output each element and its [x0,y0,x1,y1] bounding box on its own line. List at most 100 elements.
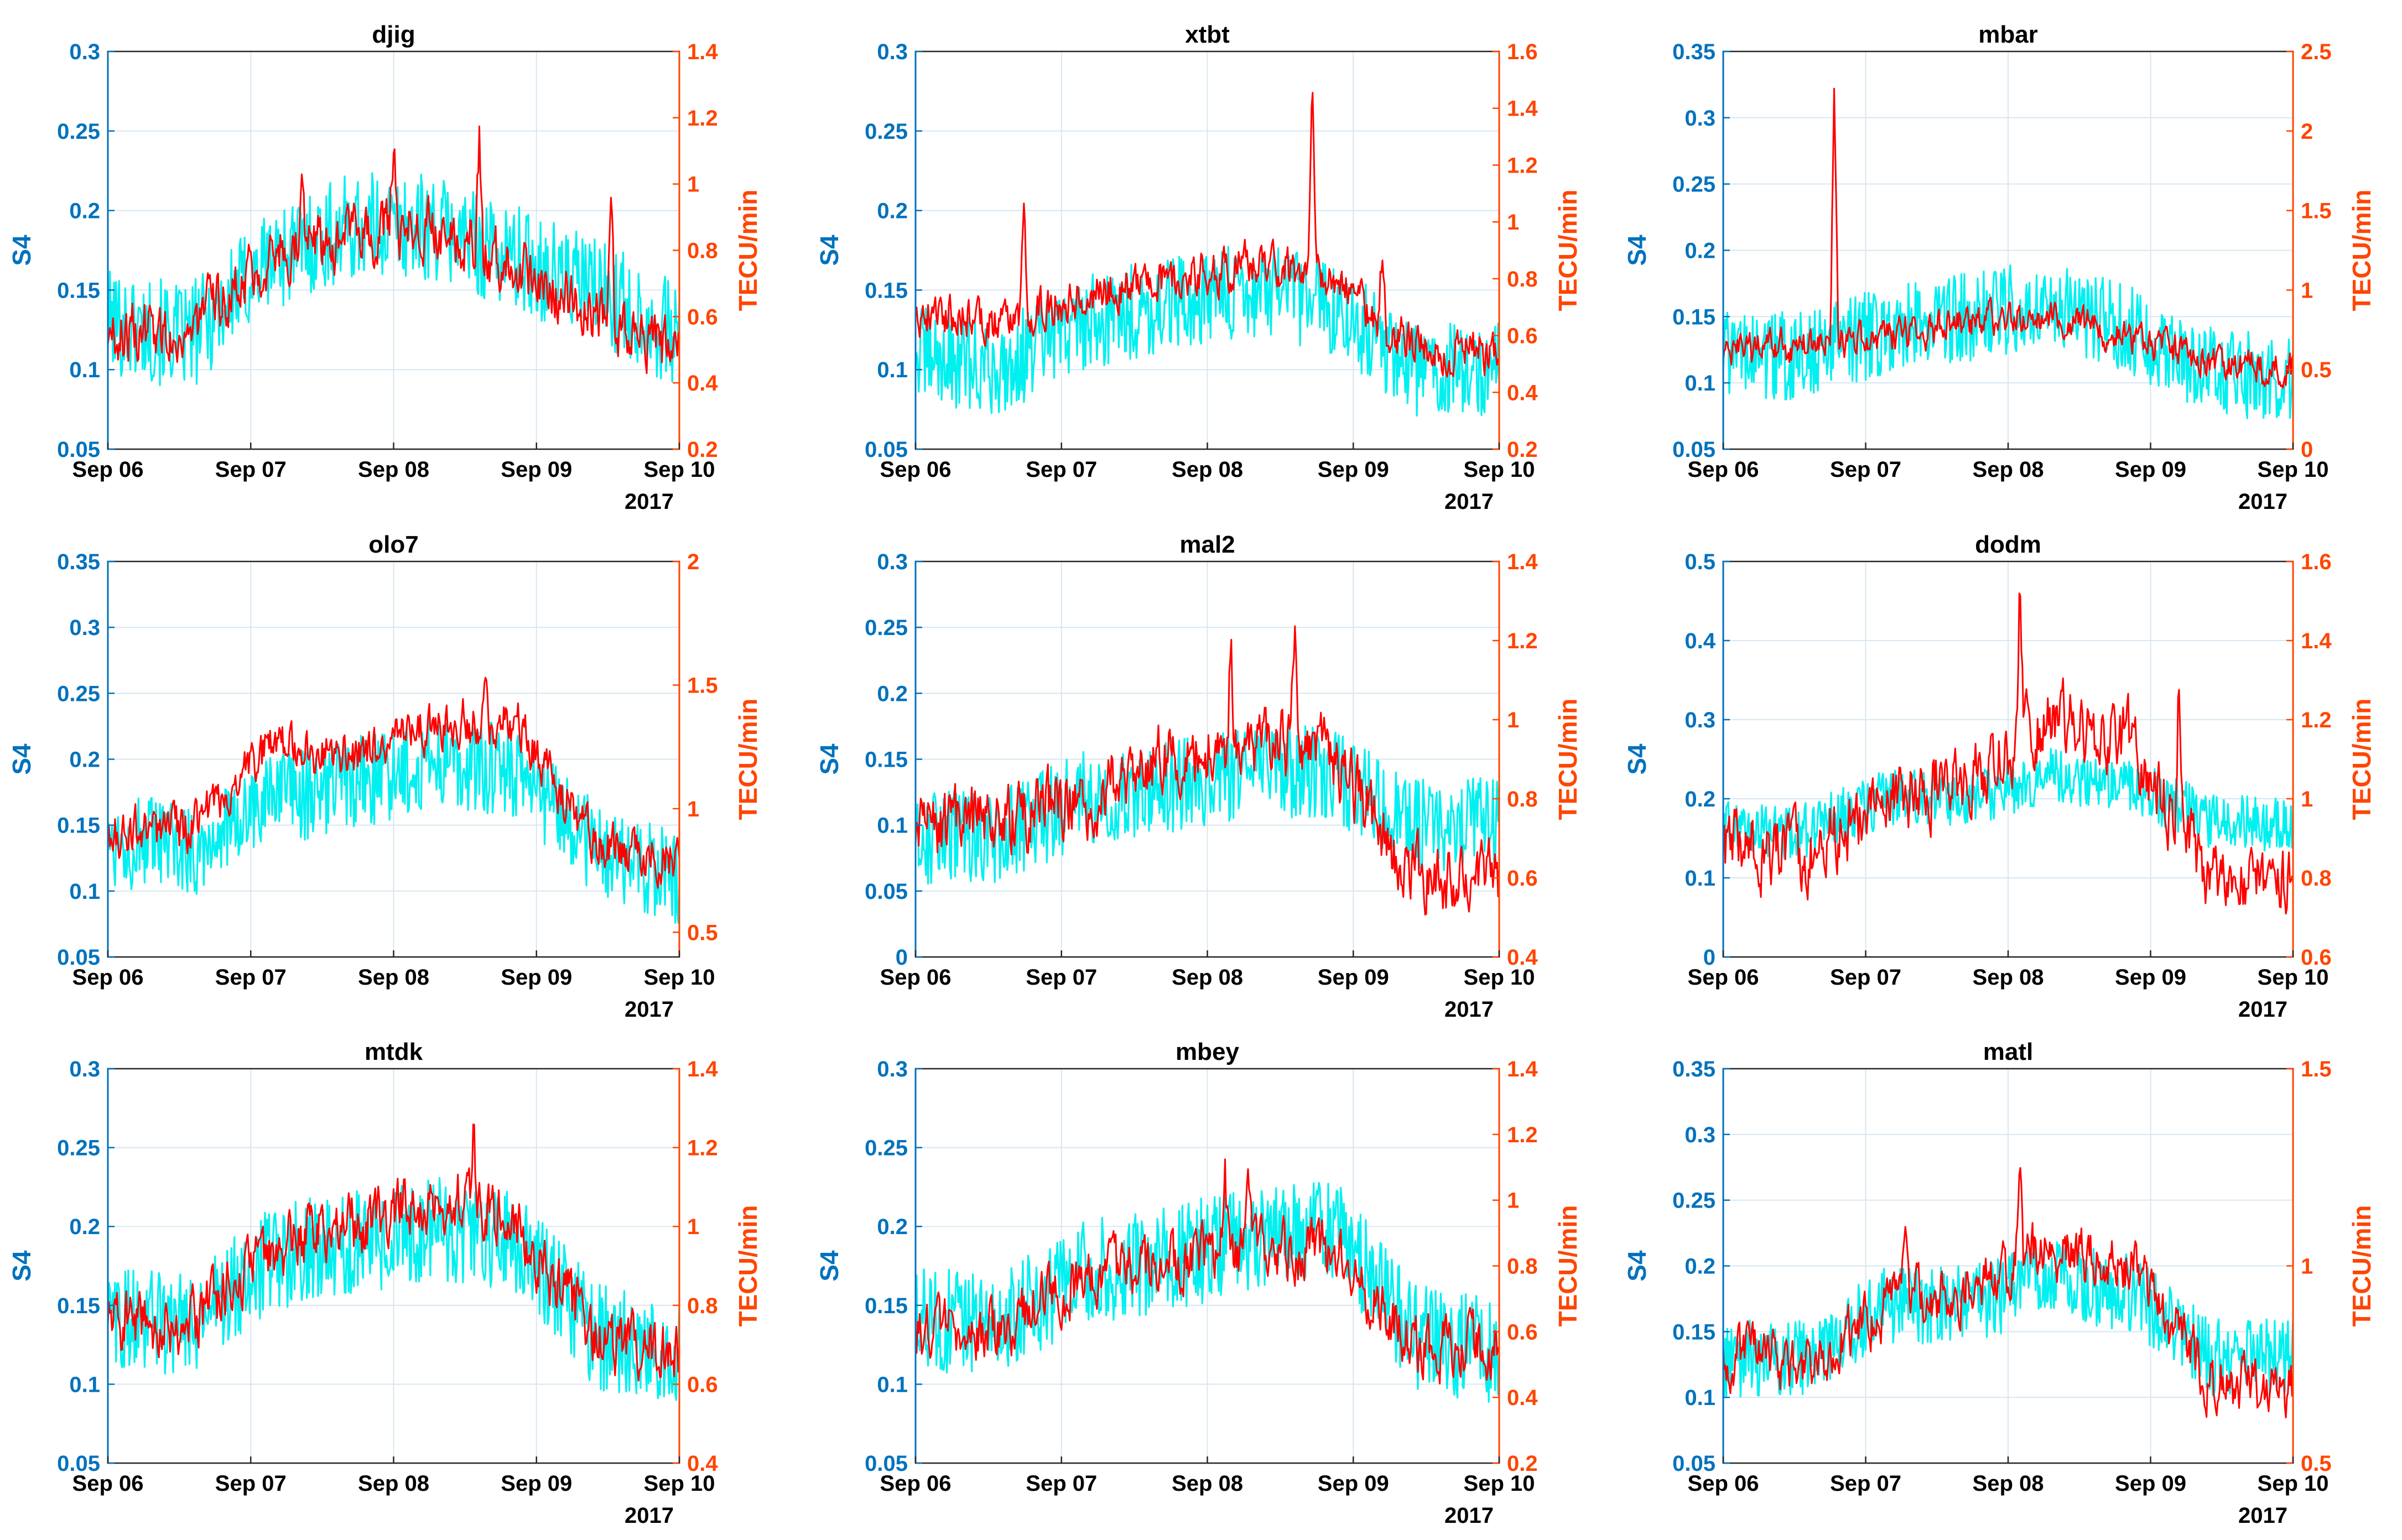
right-tick-label: 0.8 [1507,1255,1538,1279]
left-tick-label: 0.15 [57,814,100,838]
right-tick-label: 1.4 [687,40,718,64]
right-tick-label: 0.2 [1507,438,1538,462]
chart-title: olo7 [368,531,418,558]
right-tick-label: 1.2 [687,106,718,131]
x-tick-label: Sep 10 [644,1471,715,1496]
left-tick-label: 0.05 [57,1451,100,1476]
right-tick-label: 1 [1507,708,1519,732]
tecu-series-line [1722,87,2294,389]
x-tick-label: Sep 10 [2258,457,2329,482]
left-tick-label: 0.25 [865,616,908,640]
left-tick-label: 0.1 [69,358,100,382]
right-axis-label: TECU/min [734,1205,762,1327]
x-tick-label: Sep 08 [1172,965,1243,990]
left-tick-label: 0.25 [57,119,100,144]
x-tick-label: Sep 07 [1830,1471,1901,1496]
left-tick-label: 0.3 [1684,106,1715,131]
x-tick-label: Sep 09 [2115,1471,2186,1496]
x-tick-label: Sep 06 [72,965,144,990]
panel-olo7: 0.05 0.1 0.15 0.2 0.25 0.3 0.35 0.5 1 1.5 2 Sep 06 S… [7,531,762,1022]
left-tick-label: 0.1 [1684,866,1715,891]
right-tick-label: 0.5 [687,920,718,945]
right-tick-label: 1.4 [1507,97,1538,121]
right-tick-label: 1.4 [1507,550,1538,574]
right-tick-label: 1.4 [687,1057,718,1081]
left-tick-label: 0.15 [1672,1320,1715,1344]
left-tick-label: 0.05 [1672,1451,1715,1476]
right-tick-label: 0.4 [1507,945,1538,970]
right-tick-label: 0.4 [687,371,718,396]
x-tick-label: Sep 09 [501,457,572,482]
left-axis-label: S4 [815,743,844,775]
right-tick-label: 1 [687,1215,699,1239]
left-axis-label: S4 [1623,1250,1651,1282]
x-tick-label: Sep 06 [1688,1471,1759,1496]
x-tick-label: Sep 09 [1318,457,1389,482]
left-axis-label: S4 [1623,743,1651,775]
right-tick-label: 1 [1507,1189,1519,1213]
x-tick-label: Sep 07 [1026,457,1097,482]
left-tick-label: 0.25 [865,119,908,144]
left-axis-label: S4 [7,235,36,266]
right-tick-label: 1.5 [2301,199,2332,223]
right-tick-label: 1.4 [2301,629,2332,653]
tecu-series-line [914,92,1500,378]
x-tick-label: Sep 07 [1830,457,1901,482]
right-tick-label: 1.2 [687,1136,718,1161]
x-tick-label: Sep 06 [1688,965,1759,990]
s4-series-line [107,172,680,387]
right-tick-label: 0.2 [1507,1451,1538,1476]
panel-matl: 0.05 0.1 0.15 0.2 0.25 0.3 0.35 0.5 1 1.5 Sep 06 Se… [1623,1038,2376,1528]
panel-djig: 0.05 0.1 0.15 0.2 0.25 0.3 0.2 0.4 0.6 0.8 1 1.2 1.4… [7,21,762,514]
right-tick-label: 0.2 [687,438,718,462]
right-tick-label: 0.6 [1507,866,1538,891]
right-axis-label: TECU/min [734,699,762,820]
left-tick-label: 0.2 [1684,239,1715,263]
left-tick-label: 0.15 [57,278,100,303]
right-tick-label: 2 [687,550,699,574]
left-tick-label: 0.3 [877,1057,908,1081]
right-axis-label: TECU/min [2347,699,2376,820]
tecu-series-line [914,625,1500,915]
year-label: 2017 [2238,490,2287,514]
chart-title: matl [1983,1038,2033,1065]
year-label: 2017 [1444,490,1494,514]
right-tick-label: 1.6 [2301,550,2332,574]
chart-title: mtdk [365,1038,423,1065]
right-tick-label: 0.6 [1507,324,1538,348]
right-tick-label: 1.2 [1507,1123,1538,1147]
right-axis-label: TECU/min [2347,1205,2376,1327]
right-tick-label: 0.5 [2301,358,2332,382]
left-tick-label: 0.3 [69,40,100,64]
x-tick-label: Sep 10 [2258,965,2329,990]
x-tick-label: Sep 10 [1464,457,1535,482]
x-tick-label: Sep 10 [644,457,715,482]
right-tick-label: 0.4 [1507,381,1538,405]
right-tick-label: 0.8 [2301,866,2332,891]
left-tick-label: 0.25 [1672,1189,1715,1213]
chart-title: mbey [1176,1038,1239,1065]
right-tick-label: 0.6 [687,305,718,329]
left-tick-label: 0.1 [69,880,100,904]
s4-series-line [1722,264,2294,419]
x-tick-label: Sep 08 [1973,457,2044,482]
left-tick-label: 0.2 [69,1215,100,1239]
year-label: 2017 [2238,997,2287,1022]
right-tick-label: 1.4 [1507,1057,1538,1081]
right-tick-label: 0.4 [1507,1386,1538,1410]
left-tick-label: 0.2 [877,681,908,706]
tecu-series-line [1722,592,2294,915]
right-tick-label: 1.5 [2301,1057,2332,1081]
x-tick-label: Sep 06 [880,457,952,482]
panel-mal2: 0 0.05 0.1 0.15 0.2 0.25 0.3 0.4 0.6 0.8 1 1.2 1.4 Se… [815,531,1582,1022]
left-tick-label: 0.15 [57,1294,100,1318]
right-tick-label: 1.2 [1507,153,1538,178]
x-tick-label: Sep 09 [501,1471,572,1496]
x-tick-label: Sep 06 [880,965,952,990]
right-axis-label: TECU/min [1553,190,1582,311]
chart-title: dodm [1975,531,2041,558]
x-tick-label: Sep 07 [1026,965,1097,990]
left-tick-label: 0.15 [1672,305,1715,329]
right-axis-label: TECU/min [2347,190,2376,311]
right-axis-label: TECU/min [1553,1205,1582,1327]
